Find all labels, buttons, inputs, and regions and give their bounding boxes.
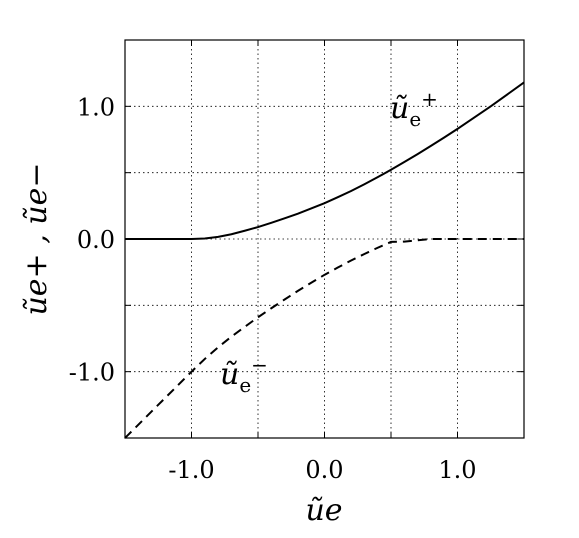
series-layer (124, 81, 525, 439)
ticks (125, 40, 524, 438)
y-axis-label: ũe+ , ũe− (19, 162, 54, 315)
series-line-lower (124, 238, 524, 439)
y-tick-label: -1.0 (69, 359, 115, 387)
series-label-lower: ũe− (220, 353, 268, 397)
y-tick-label: 1.0 (77, 93, 115, 121)
x-tick-label: -1.0 (168, 456, 214, 484)
x-axis-label: ũe (305, 493, 342, 528)
series-line-upper (125, 81, 525, 240)
series-label-upper: ũe+ (390, 87, 438, 131)
x-tick-label: 1.0 (438, 456, 476, 484)
y-tick-label: 0.0 (77, 226, 115, 254)
x-tick-label: 0.0 (305, 456, 343, 484)
